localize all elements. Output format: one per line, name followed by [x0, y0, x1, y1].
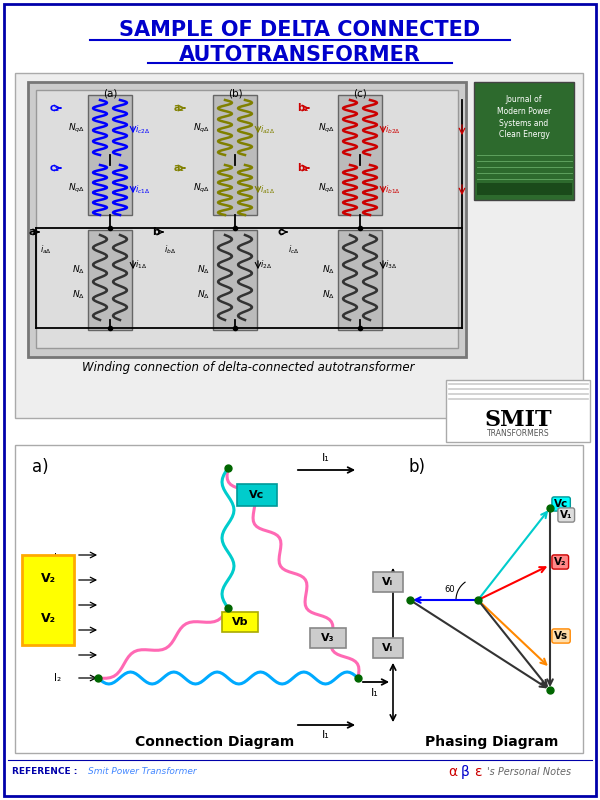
Bar	[373, 638, 403, 658]
Text: V₃: V₃	[321, 633, 335, 643]
Text: c: c	[278, 227, 284, 237]
Text: $N_{q\Delta}$: $N_{q\Delta}$	[68, 182, 85, 194]
Text: $i_{c1\Delta}$: $i_{c1\Delta}$	[135, 184, 150, 196]
Text: Vᵢ: Vᵢ	[382, 643, 394, 653]
Text: (b): (b)	[227, 88, 242, 98]
Text: $N_{q\Delta}$: $N_{q\Delta}$	[68, 122, 85, 134]
Text: Vb: Vb	[232, 617, 248, 627]
Bar	[338, 230, 382, 330]
Text: I₂: I₂	[55, 593, 62, 603]
Text: $N_{q\Delta}$: $N_{q\Delta}$	[193, 122, 210, 134]
Bar	[15, 445, 583, 753]
Text: β: β	[461, 765, 470, 779]
Text: Vs: Vs	[554, 631, 568, 641]
Bar	[338, 95, 382, 215]
Bar	[310, 628, 346, 648]
Text: $N_{\Delta}$: $N_{\Delta}$	[197, 264, 210, 276]
Text: 60: 60	[445, 586, 455, 594]
Text: $N_{q\Delta}$: $N_{q\Delta}$	[318, 122, 335, 134]
Text: $N_{\Delta}$: $N_{\Delta}$	[197, 289, 210, 302]
Text: $i_{3\Delta}$: $i_{3\Delta}$	[385, 258, 397, 271]
Text: c₂: c₂	[50, 103, 60, 113]
Bar	[88, 95, 132, 215]
Text: Vc: Vc	[554, 499, 568, 509]
Text: I₂: I₂	[55, 633, 62, 643]
Text: $i_{a\Delta}$: $i_{a\Delta}$	[40, 244, 52, 257]
Text: SMIT: SMIT	[484, 409, 552, 431]
Text: AUTOTRANSFORMER: AUTOTRANSFORMER	[179, 45, 421, 65]
Bar	[88, 230, 132, 330]
Bar	[15, 73, 583, 418]
Bar	[213, 230, 257, 330]
Text: Journal of
Modern Power
Systems and
Clean Energy: Journal of Modern Power Systems and Clea…	[497, 95, 551, 139]
Bar	[474, 82, 574, 200]
Text: ε: ε	[474, 765, 482, 779]
Text: $i_{c2\Delta}$: $i_{c2\Delta}$	[135, 124, 150, 136]
Text: (c): (c)	[353, 88, 367, 98]
Text: SAMPLE OF DELTA CONNECTED: SAMPLE OF DELTA CONNECTED	[119, 20, 481, 40]
Text: Phasing Diagram: Phasing Diagram	[425, 735, 559, 749]
Text: Winding connection of delta-connected autotransformer: Winding connection of delta-connected au…	[82, 362, 414, 374]
Bar	[213, 95, 257, 215]
Bar	[477, 183, 572, 195]
Text: $N_{\Delta}$: $N_{\Delta}$	[72, 289, 85, 302]
Text: I₂: I₂	[55, 553, 62, 563]
Text: V₁: V₁	[560, 510, 572, 520]
Text: TRANSFORMERS: TRANSFORMERS	[487, 430, 550, 438]
Text: a): a)	[32, 458, 49, 476]
Text: a₁: a₁	[173, 163, 184, 173]
Text: $i_{2\Delta}$: $i_{2\Delta}$	[260, 258, 272, 271]
Text: b₂: b₂	[296, 103, 308, 113]
Bar	[22, 555, 74, 645]
Text: I₁: I₁	[322, 730, 330, 740]
Text: $i_{c\Delta}$: $i_{c\Delta}$	[288, 244, 299, 257]
Text: V₂: V₂	[554, 557, 566, 567]
Text: c₁: c₁	[50, 163, 60, 173]
Text: (a): (a)	[103, 88, 117, 98]
Text: Connection Diagram: Connection Diagram	[136, 735, 295, 749]
Bar	[36, 90, 458, 348]
Text: V₂: V₂	[41, 611, 56, 625]
Text: Vᵢ: Vᵢ	[382, 577, 394, 587]
Text: b: b	[152, 227, 160, 237]
Text: $i_{b2\Delta}$: $i_{b2\Delta}$	[385, 124, 401, 136]
Bar	[237, 484, 277, 506]
Text: a: a	[29, 227, 36, 237]
Text: b₁: b₁	[296, 163, 308, 173]
Text: Smit Power Transformer: Smit Power Transformer	[88, 767, 197, 777]
Text: $i_{a2\Delta}$: $i_{a2\Delta}$	[260, 124, 275, 136]
Text: $N_{q\Delta}$: $N_{q\Delta}$	[318, 182, 335, 194]
Text: $i_{b1\Delta}$: $i_{b1\Delta}$	[385, 184, 401, 196]
Text: $N_{\Delta}$: $N_{\Delta}$	[72, 264, 85, 276]
Text: REFERENCE :: REFERENCE :	[12, 767, 77, 777]
Text: I₁: I₁	[322, 453, 330, 463]
Text: α: α	[448, 765, 457, 779]
Bar	[28, 82, 466, 357]
Text: $N_{\Delta}$: $N_{\Delta}$	[322, 264, 335, 276]
Text: $N_{q\Delta}$: $N_{q\Delta}$	[193, 182, 210, 194]
Text: $i_{b\Delta}$: $i_{b\Delta}$	[164, 244, 176, 257]
Text: V₂: V₂	[41, 571, 56, 585]
Text: I₂: I₂	[55, 673, 62, 683]
Bar	[373, 572, 403, 592]
Text: I₁: I₁	[371, 688, 379, 698]
Text: b): b)	[408, 458, 425, 476]
Bar	[222, 612, 258, 632]
Text: a₂: a₂	[173, 103, 184, 113]
Text: $i_{1\Delta}$: $i_{1\Delta}$	[135, 258, 147, 271]
Text: 's Personal Notes: 's Personal Notes	[487, 767, 571, 777]
Bar	[446, 380, 590, 442]
Text: $N_{\Delta}$: $N_{\Delta}$	[322, 289, 335, 302]
Text: Vc: Vc	[250, 490, 265, 500]
Text: $i_{a1\Delta}$: $i_{a1\Delta}$	[260, 184, 275, 196]
